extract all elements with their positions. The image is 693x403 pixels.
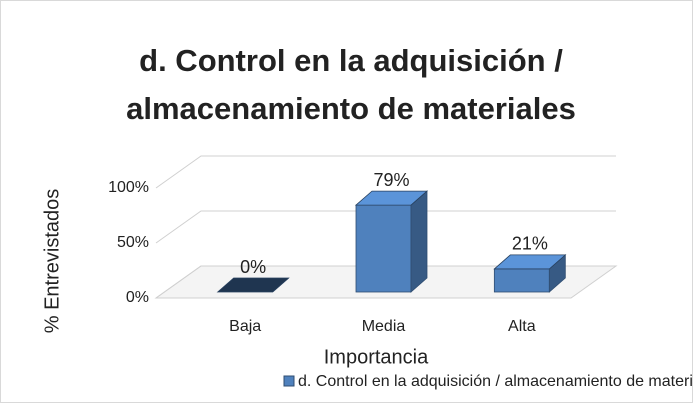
x-tick-label: Media <box>362 318 406 335</box>
bar-top <box>216 277 290 293</box>
y-axis-label: % Entrevistados <box>41 189 63 334</box>
bar-top <box>354 190 429 206</box>
bar-front <box>493 268 550 293</box>
legend-swatch <box>283 375 295 387</box>
y-tick-label: 100% <box>108 179 149 196</box>
grid-line <box>155 265 616 299</box>
legend-label: d. Control en la adquisición / almacenam… <box>298 373 692 390</box>
grid-line <box>155 210 616 244</box>
x-tick-label: Alta <box>508 318 536 335</box>
chart-title: d. Control en la adquisición / almacenam… <box>126 43 576 126</box>
grid-line <box>155 155 616 189</box>
y-tick-label: 50% <box>117 234 149 251</box>
data-label: 21% <box>512 234 548 254</box>
bar-side <box>410 190 428 293</box>
data-label: 0% <box>240 257 266 277</box>
bar-front <box>355 204 412 293</box>
x-axis-label: Importancia <box>324 346 429 368</box>
x-tick-label: Baja <box>229 318 261 335</box>
y-tick-label: 0% <box>126 289 149 306</box>
bar-top <box>493 254 567 270</box>
data-label: 79% <box>373 170 409 190</box>
